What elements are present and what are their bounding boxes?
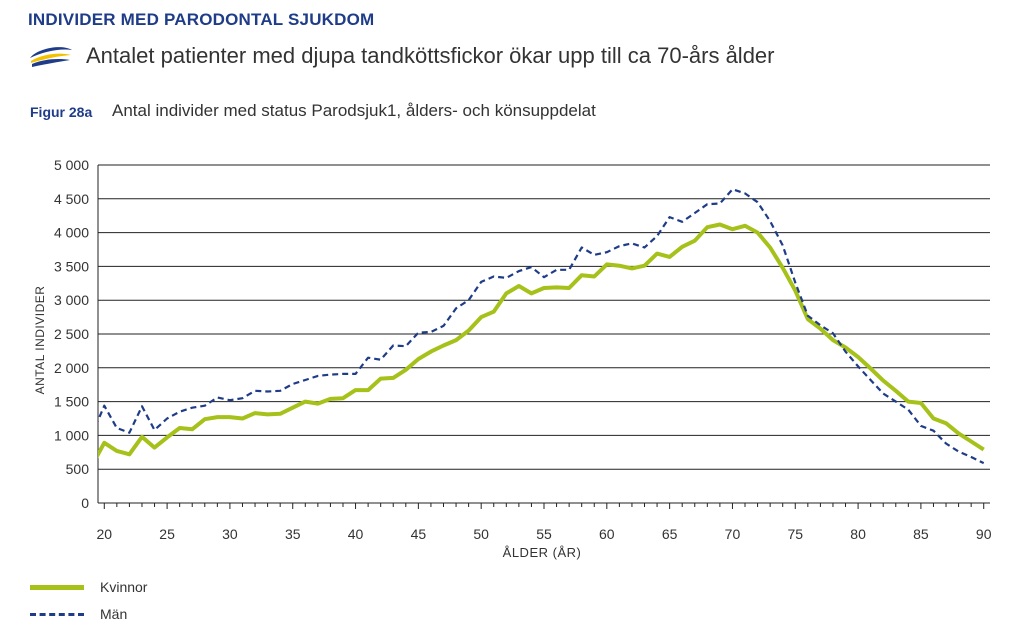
x-tick-label: 60 (599, 526, 615, 542)
logo-icon (30, 47, 72, 67)
y-tick-label: 3 000 (54, 292, 89, 308)
y-tick-label: 1 000 (54, 427, 89, 443)
y-tick-label: 4 000 (54, 225, 89, 241)
x-tick-label: 25 (159, 526, 175, 542)
x-tick-label: 45 (411, 526, 427, 542)
gridlines (98, 164, 990, 470)
y-tick-label: 2 500 (54, 326, 89, 342)
axes (97, 165, 990, 509)
legend-swatch-man (30, 613, 84, 616)
x-tick-label: 30 (222, 526, 238, 542)
legend-swatch-kvinnor (30, 585, 84, 590)
y-tick-label: 4 500 (54, 191, 89, 207)
section-title: INDIVIDER MED PARODONTAL SJUKDOM (28, 10, 375, 29)
x-tick-label: 75 (787, 526, 803, 542)
series-lines (98, 188, 985, 465)
y-tick-label: 5 000 (54, 157, 89, 173)
y-tick-label: 2 000 (54, 360, 89, 376)
figure-title: Antal individer med status Parodsjuk1, å… (112, 101, 596, 120)
x-tick-labels: 20 25 30 35 40 45 50 55 60 65 70 75 80 85 90 (96, 526, 991, 542)
x-tick-label: 35 (285, 526, 301, 542)
x-tick-label: 65 (662, 526, 678, 542)
figure-number: Figur 28a (30, 104, 93, 120)
y-tick-label: 3 500 (54, 258, 89, 274)
legend-label-kvinnor: Kvinnor (100, 579, 148, 595)
y-tick-label: 500 (66, 461, 90, 477)
series-line-man (98, 188, 985, 465)
y-tick-label: 1 500 (54, 394, 89, 410)
x-tick-label: 40 (348, 526, 364, 542)
x-tick-label: 90 (976, 526, 992, 542)
x-tick-label: 70 (725, 526, 741, 542)
y-tick-label: 0 (81, 495, 89, 511)
headline: Antalet patienter med djupa tandköttsfic… (86, 43, 775, 68)
y-tick-labels: 0 500 1 000 1 500 2 000 2 500 3 000 3 500 4 000 4… (54, 157, 89, 511)
x-tick-label: 80 (850, 526, 866, 542)
y-axis-label: ANTAL INDIVIDER (33, 286, 47, 395)
x-axis-label: ÅLDER (ÅR) (503, 545, 582, 560)
x-tick-label: 55 (536, 526, 552, 542)
x-tick-label: 20 (96, 526, 112, 542)
series-line-kvinnor (98, 222, 985, 459)
x-tick-label: 50 (473, 526, 489, 542)
legend-label-man: Män (100, 606, 128, 622)
x-tick-label: 85 (913, 526, 929, 542)
